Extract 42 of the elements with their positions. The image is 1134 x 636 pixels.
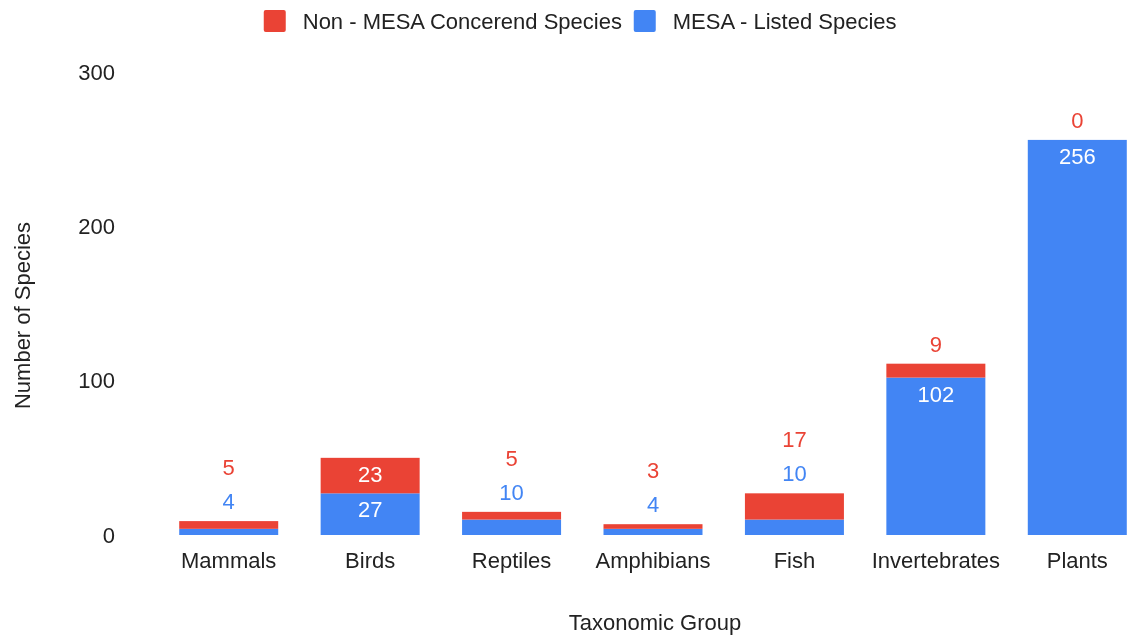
y-tick-label: 0 — [102, 522, 115, 548]
data-label: 27 — [357, 497, 383, 523]
x-tick-label: Mammals — [181, 548, 277, 573]
data-label: 5 — [222, 455, 235, 481]
bar — [744, 493, 844, 520]
x-tick-label: Reptiles — [471, 548, 552, 573]
data-label: 0 — [1071, 107, 1084, 133]
data-label: 4 — [646, 492, 660, 518]
x-tick-label: Fish — [773, 548, 816, 573]
data-label: 5 — [505, 445, 518, 471]
x-axis-title: Taxonomic Group — [568, 610, 742, 635]
x-tick-label: Amphibians — [595, 548, 711, 573]
y-tick-label: 300 — [78, 59, 115, 85]
data-label: 10 — [782, 461, 807, 487]
legend-label: Non - MESA Concerend Species — [302, 9, 622, 34]
bar — [179, 528, 279, 535]
y-tick-label: 200 — [78, 214, 115, 240]
bar — [462, 511, 562, 520]
bar — [744, 519, 844, 535]
bar — [462, 519, 562, 535]
y-tick-label: 100 — [78, 368, 115, 394]
data-label: 3 — [646, 458, 660, 484]
data-label: 23 — [357, 461, 383, 487]
bar — [1027, 139, 1127, 535]
data-label: 4 — [222, 489, 235, 515]
bar — [179, 521, 279, 529]
data-label: 17 — [782, 427, 807, 453]
bar — [320, 457, 420, 494]
data-label: 9 — [929, 331, 942, 357]
bar — [603, 528, 703, 535]
bar — [886, 363, 986, 378]
bar — [603, 524, 703, 529]
x-tick-label: Birds — [345, 548, 396, 573]
bar — [320, 493, 420, 535]
data-label: 256 — [1058, 143, 1096, 169]
y-axis-title: Number of Species — [10, 221, 35, 410]
data-label: 10 — [499, 479, 524, 505]
x-tick-label: Invertebrates — [871, 548, 1001, 573]
data-label: 102 — [917, 381, 955, 407]
legend-label: MESA - Listed Species — [672, 9, 897, 34]
x-tick-label: Plants — [1046, 548, 1108, 573]
bar — [886, 377, 986, 535]
